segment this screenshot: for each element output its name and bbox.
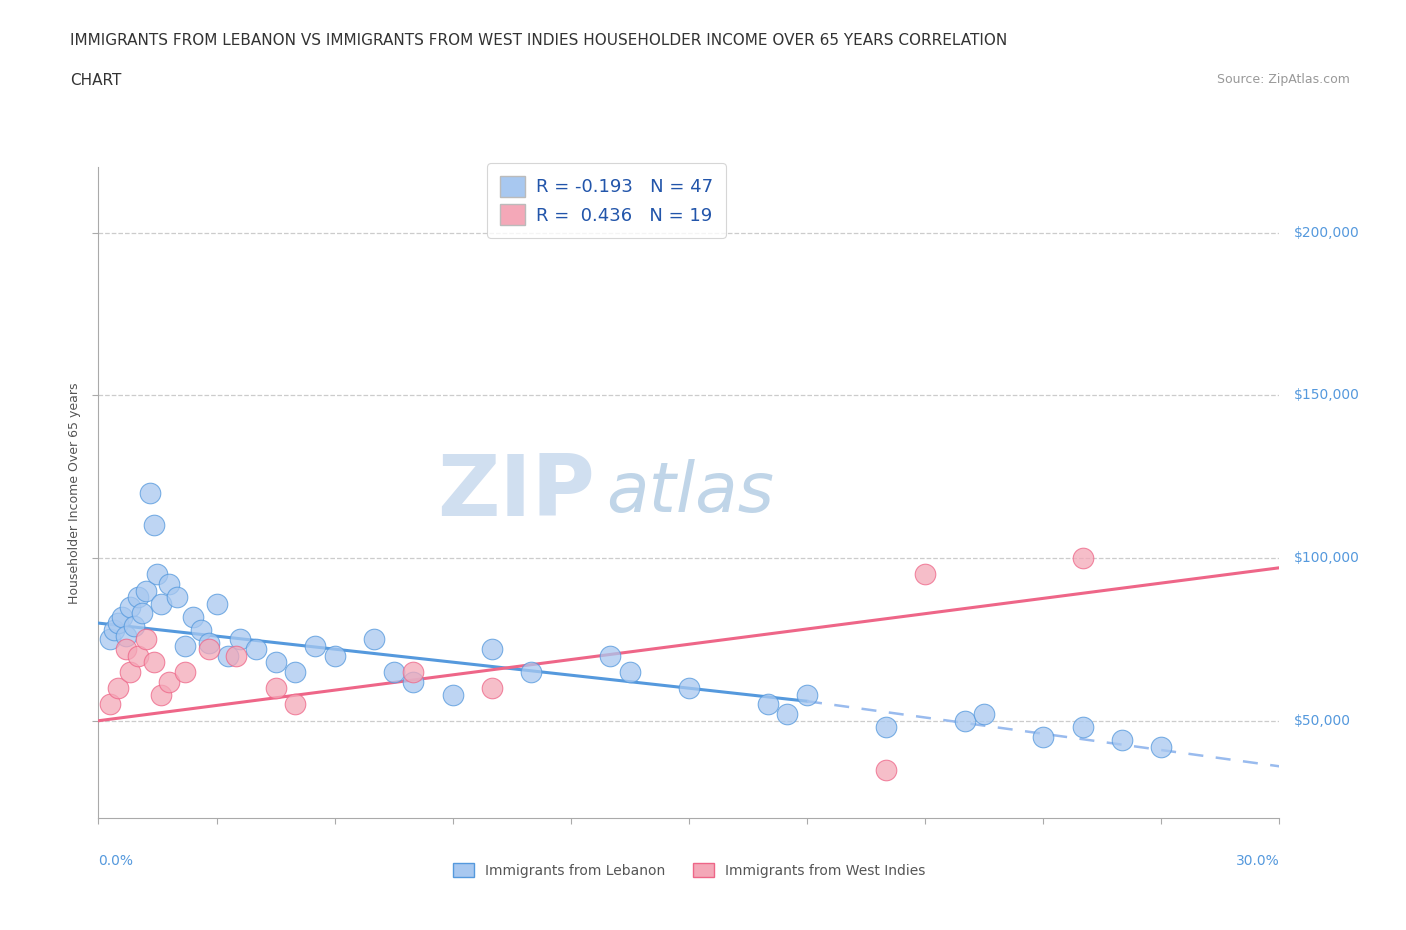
Point: [678, 681, 700, 696]
Text: $50,000: $50,000: [1294, 713, 1351, 728]
Point: [197, 642, 219, 657]
Point: [135, 583, 157, 598]
Point: [264, 681, 287, 696]
Point: [135, 632, 157, 647]
Point: [146, 567, 169, 582]
Text: IMMIGRANTS FROM LEBANON VS IMMIGRANTS FROM WEST INDIES HOUSEHOLDER INCOME OVER 6: IMMIGRANTS FROM LEBANON VS IMMIGRANTS FR…: [70, 33, 1008, 47]
Point: [382, 664, 405, 679]
Point: [142, 655, 165, 670]
Point: [115, 629, 138, 644]
Point: [402, 674, 425, 689]
Point: [1150, 739, 1173, 754]
Point: [914, 567, 936, 582]
Point: [875, 720, 897, 735]
Point: [441, 687, 464, 702]
Point: [402, 664, 425, 679]
Point: [875, 763, 897, 777]
Point: [118, 600, 141, 615]
Point: [181, 609, 204, 624]
Point: [98, 698, 121, 712]
Point: [229, 632, 252, 647]
Text: CHART: CHART: [70, 73, 122, 87]
Point: [756, 698, 779, 712]
Point: [127, 590, 149, 604]
Point: [157, 577, 180, 591]
Point: [142, 518, 165, 533]
Point: [166, 590, 188, 604]
Point: [323, 648, 346, 663]
Point: [520, 664, 543, 679]
Point: [1032, 729, 1054, 744]
Point: [1071, 551, 1094, 565]
Point: [284, 698, 307, 712]
Point: [131, 606, 153, 621]
Text: 0.0%: 0.0%: [98, 854, 134, 869]
Point: [98, 632, 121, 647]
Point: [225, 648, 247, 663]
Point: [1111, 733, 1133, 748]
Text: atlas: atlas: [606, 459, 775, 526]
Point: [217, 648, 239, 663]
Point: [481, 642, 503, 657]
Point: [973, 707, 995, 722]
Legend: R = -0.193   N = 47, R =  0.436   N = 19: R = -0.193 N = 47, R = 0.436 N = 19: [486, 164, 725, 238]
Point: [157, 674, 180, 689]
Point: [205, 596, 228, 611]
Point: [599, 648, 621, 663]
Point: [138, 485, 160, 500]
Point: [174, 639, 197, 654]
Point: [111, 609, 134, 624]
Point: [122, 619, 145, 634]
Text: 30.0%: 30.0%: [1236, 854, 1279, 869]
Y-axis label: Householder Income Over 65 years: Householder Income Over 65 years: [67, 382, 82, 604]
Point: [796, 687, 818, 702]
Point: [245, 642, 267, 657]
Point: [150, 687, 173, 702]
Point: [304, 639, 326, 654]
Point: [150, 596, 173, 611]
Point: [619, 664, 641, 679]
Text: $200,000: $200,000: [1294, 225, 1360, 240]
Point: [264, 655, 287, 670]
Text: $100,000: $100,000: [1294, 551, 1360, 565]
Point: [190, 622, 212, 637]
Point: [107, 616, 129, 631]
Text: ZIP: ZIP: [437, 451, 595, 535]
Point: [776, 707, 799, 722]
Point: [284, 664, 307, 679]
Point: [115, 642, 138, 657]
Point: [127, 648, 149, 663]
Point: [174, 664, 197, 679]
Point: [1071, 720, 1094, 735]
Point: [953, 713, 976, 728]
Text: Source: ZipAtlas.com: Source: ZipAtlas.com: [1216, 73, 1350, 86]
Text: $150,000: $150,000: [1294, 388, 1360, 403]
Point: [107, 681, 129, 696]
Point: [363, 632, 385, 647]
Point: [118, 664, 141, 679]
Point: [481, 681, 503, 696]
Point: [103, 622, 125, 637]
Point: [197, 635, 219, 650]
